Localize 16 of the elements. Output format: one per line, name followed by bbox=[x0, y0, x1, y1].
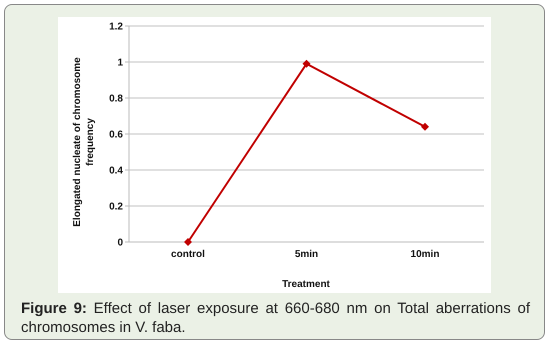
y-tick-label: 0.6 bbox=[109, 130, 124, 141]
point bbox=[184, 238, 192, 246]
y-tick-label: 0.8 bbox=[109, 94, 124, 105]
x-tick-label: 10min bbox=[410, 249, 440, 260]
point bbox=[302, 60, 310, 68]
x-tick-label: 5min bbox=[294, 249, 318, 260]
y-axis-title: Elongated nucleate of chromosome frequency bbox=[72, 56, 96, 227]
caption: Figure 9: Effect of laser exposure at 660-680 nm on Total aberrations of chromosomes in V. faba. bbox=[20, 299, 531, 337]
point bbox=[421, 122, 429, 131]
y-tick-label: 0.2 bbox=[109, 202, 124, 213]
y-tick-label: 0.4 bbox=[109, 166, 124, 177]
y-tick-label: 1 bbox=[117, 58, 124, 69]
y-tick-label: 0 bbox=[117, 238, 124, 249]
x-tick-label: control bbox=[171, 249, 206, 260]
x-axis-title: Treatment bbox=[282, 279, 331, 290]
y-tick-label: 1.2 bbox=[109, 22, 124, 33]
